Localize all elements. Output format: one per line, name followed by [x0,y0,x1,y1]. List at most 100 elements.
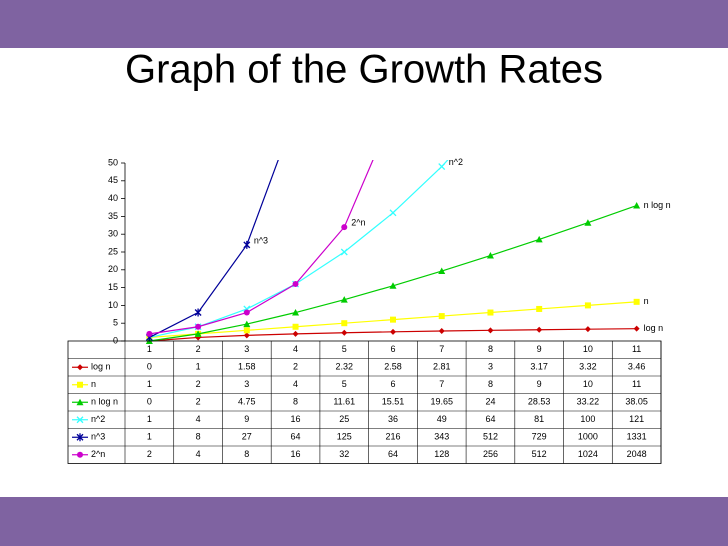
table-cell: 4 [196,414,201,424]
y-tick-label: 5 [113,318,118,328]
table-cell: 512 [532,449,547,459]
table-cell: 64 [291,432,301,442]
series-line [149,160,279,338]
table-cell: 2.58 [384,362,402,372]
data-point [243,320,251,328]
table-cell: 19.65 [430,397,453,407]
table-cell: 8 [196,432,201,442]
legend-label: n^3 [91,432,105,442]
table-cell: 3.17 [530,362,548,372]
data-point [390,316,396,323]
table-cell: 3 [488,362,493,372]
series-label: log n [644,323,664,333]
x-tick-label: 7 [439,344,444,354]
x-tick-label: 8 [488,344,493,354]
table-cell: 27 [242,432,252,442]
data-point [633,298,640,305]
legend-label: log n [91,362,111,372]
table-cell: 216 [385,432,400,442]
data-point [535,235,543,243]
table-cell: 1 [147,414,152,424]
series-label: n^3 [254,235,268,245]
table-cell: 343 [434,432,449,442]
table-cell: 28.53 [528,397,551,407]
data-point [341,224,348,231]
table-cell: 7 [439,379,444,389]
table-cell: 1 [147,432,152,442]
y-tick-label: 30 [108,229,118,239]
data-point [292,309,300,316]
data-point [243,240,251,249]
data-point [633,325,640,332]
x-tick-label: 5 [342,344,347,354]
table-cell: 33.22 [577,397,600,407]
data-point [438,313,445,320]
slide-title: Graph of the Growth Rates [125,48,603,92]
table-cell: 49 [437,414,447,424]
top-band [0,0,728,48]
legend-label: 2^n [91,449,105,459]
series-line [149,160,374,335]
table-cell: 15.51 [382,397,405,407]
y-tick-label: 50 [108,157,118,167]
data-point [486,252,494,259]
table-cell: 24 [485,397,495,407]
data-point [292,281,299,288]
table-cell: 2.32 [336,362,354,372]
table-cell: 0 [147,362,152,372]
data-point [243,327,250,334]
x-tick-label: 6 [390,344,395,354]
plot-area [145,110,641,344]
data-point [195,323,202,330]
data-point [292,323,299,330]
table-cell: 2 [147,449,152,459]
data-point [633,202,641,209]
table-cell: 1000 [578,432,598,442]
y-tick-label: 40 [108,193,118,203]
series-label: n log n [644,200,671,210]
table-cell: 128 [434,449,449,459]
table-border [67,340,662,464]
data-point [340,248,348,256]
data-point [438,267,446,275]
legend-marker [76,433,84,442]
data-point [243,309,250,316]
table-cell: 11 [632,379,641,389]
x-tick-label: 2 [196,344,201,354]
table-cell: 729 [532,432,547,442]
table-cell: 125 [337,432,352,442]
data-point [584,302,591,309]
y-tick-label: 20 [108,264,118,274]
x-tick-label: 9 [537,344,542,354]
data-point [584,219,592,226]
table-cell: 1 [196,362,201,372]
data-point [243,332,250,339]
table-cell: 25 [339,414,349,424]
table-cell: 1.58 [238,362,256,372]
y-tick-label: 0 [113,335,118,345]
data-point [390,110,396,116]
data-point [341,329,348,336]
bottom-band [0,497,728,546]
legend-label: n^2 [91,414,105,424]
data-point [194,308,202,317]
table-cell: 16 [291,414,301,424]
y-tick-label: 15 [108,282,118,292]
table-cell: 6 [390,379,395,389]
table-cell: 9 [244,414,249,424]
data-point [389,209,397,217]
data-point [194,330,202,337]
data-point [341,320,348,327]
table-cell: 4.75 [238,397,256,407]
series-label: n [644,296,649,306]
y-tick-label: 25 [108,246,118,256]
table-cell: 4 [196,449,201,459]
table-cell: 8 [488,379,493,389]
y-tick-label: 45 [108,175,118,185]
y-tick-label: 10 [108,300,118,310]
x-tick-label: 11 [632,344,641,354]
data-point [146,330,153,337]
legend-marker [77,381,83,388]
